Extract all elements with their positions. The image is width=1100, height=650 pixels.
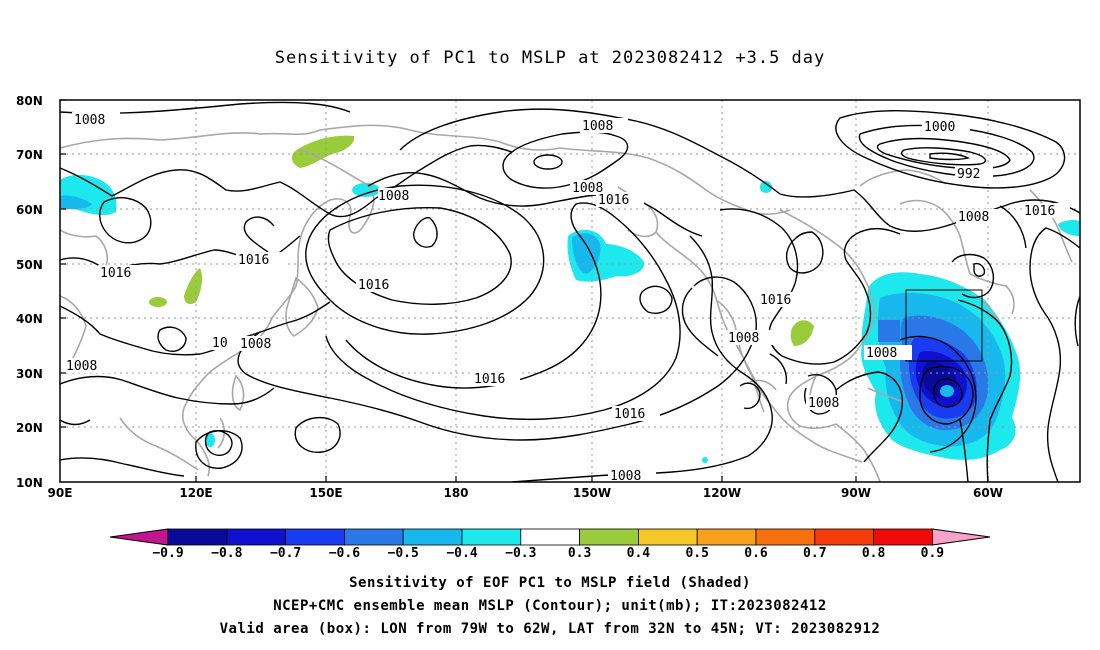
shade-green-mongolia — [149, 297, 167, 307]
colorbar-label: −0.6 — [329, 546, 360, 561]
shade-green-manchuria — [184, 268, 203, 304]
contour-label: 10 — [212, 336, 228, 351]
shade-tropic-mid — [702, 457, 708, 463]
contour-label: 1016 — [100, 266, 131, 281]
contour-label: 1016 — [358, 278, 389, 293]
colorbar-cell — [226, 528, 287, 546]
valid-area-box — [905, 289, 983, 362]
lat-label: 30N — [16, 367, 43, 381]
lon-label: 90E — [48, 486, 73, 500]
footer-line-3: Valid area (box): LON from 79W to 62W, L… — [219, 621, 881, 637]
contour-label: 1008 — [66, 359, 97, 374]
mslp-contours — [60, 101, 1080, 482]
lat-label: 40N — [16, 312, 43, 326]
shade-east-edge — [1058, 220, 1080, 236]
colorbar: −0.9 −0.8 −0.7 −0.6 −0.5 −0.4 −0.3 0.3 0.4 0.5 0.6… — [109, 528, 991, 561]
lon-label: 90W — [841, 486, 871, 500]
colorbar-cell — [167, 528, 228, 546]
contour-label: 1008 — [728, 331, 759, 346]
lat-label: 50N — [16, 258, 43, 272]
lat-label: 80N — [16, 94, 43, 108]
longitude-labels: 90E 120E 150E 180 150W 120W 90W 60W — [48, 486, 1003, 500]
lat-label: 10N — [16, 476, 43, 490]
colorbar-label: 0.6 — [744, 546, 768, 561]
colorbar-cell — [579, 528, 639, 546]
latitude-labels: 80N 70N 60N 50N 40N 30N 20N 10N — [16, 94, 43, 490]
lon-label: 180 — [443, 486, 468, 500]
shade-tropic-west — [205, 433, 215, 447]
shade-atlantic-hole — [940, 385, 954, 397]
axis-ticks — [60, 99, 989, 482]
lat-label: 70N — [16, 148, 43, 162]
colorbar-cell — [814, 528, 874, 546]
lon-label: 60W — [973, 486, 1003, 500]
contour-label: 1008 — [866, 346, 897, 361]
contour-label: 1016 — [238, 253, 269, 268]
colorbar-label: 0.8 — [862, 546, 886, 561]
lat-label: 20N — [16, 421, 43, 435]
contour-label: 1016 — [474, 372, 505, 387]
colorbar-cell — [696, 528, 757, 546]
footer-line-2: NCEP+CMC ensemble mean MSLP (Contour); u… — [273, 598, 827, 614]
colorbar-cell — [638, 528, 698, 546]
colorbar-label: −0.9 — [152, 546, 183, 561]
contour-labels: 1008 1008 1008 1008 1000 992 1008 1016 1… — [64, 112, 1070, 484]
lat-label: 60N — [16, 203, 43, 217]
contour-label: 1016 — [760, 293, 791, 308]
colorbar-label: −0.8 — [211, 546, 242, 561]
graticule — [60, 100, 1080, 482]
contour-label: 1016 — [614, 407, 645, 422]
colorbar-cell — [873, 528, 933, 546]
colorbar-label: −0.3 — [505, 546, 536, 561]
map-frame — [59, 99, 1081, 483]
colorbar-cell — [343, 528, 404, 546]
lon-label: 120E — [179, 486, 212, 500]
colorbar-cell — [755, 528, 816, 546]
shade-green-okhotsk — [292, 135, 355, 168]
colorbar-cell — [461, 528, 522, 546]
contour-label: 1016 — [598, 193, 629, 208]
colorbar-cell — [285, 528, 345, 546]
contour-label: 992 — [957, 167, 980, 182]
contour-label: 1008 — [240, 337, 271, 352]
lon-label: 150E — [309, 486, 342, 500]
contour-label: 1008 — [572, 181, 603, 196]
shade-box-strong — [878, 320, 900, 342]
colorbar-left-tip — [109, 528, 169, 546]
contour-label: 1008 — [610, 469, 641, 484]
colorbar-label: 0.3 — [568, 546, 591, 561]
colorbar-right-tip — [931, 528, 991, 546]
map-title: Sensitivity of PC1 to MSLP at 2023082412… — [274, 48, 826, 68]
contour-label: 1016 — [1024, 204, 1055, 219]
colorbar-label: −0.4 — [446, 546, 477, 561]
contour-label: 1008 — [958, 210, 989, 225]
shade-scandinavia-mid — [60, 195, 92, 210]
shade-pacific-blob-mid — [572, 233, 601, 274]
colorbar-cell — [520, 528, 580, 546]
contour-label: 1000 — [924, 120, 955, 135]
colorbar-label: 0.9 — [921, 546, 944, 561]
shade-green-usa — [790, 320, 814, 346]
lon-label: 120W — [703, 486, 741, 500]
colorbar-label: 0.7 — [803, 546, 826, 561]
colorbar-label: −0.5 — [388, 546, 419, 561]
shade-alaska — [760, 181, 772, 193]
lon-label: 150W — [573, 486, 611, 500]
coastlines — [60, 124, 1073, 482]
colorbar-label: 0.4 — [627, 546, 651, 561]
sensitivity-shading — [60, 135, 1080, 463]
colorbar-label: −0.7 — [270, 546, 301, 561]
colorbar-cell — [402, 528, 463, 546]
colorbar-label: 0.5 — [685, 546, 708, 561]
footer-line-1: Sensitivity of EOF PC1 to MSLP field (Sh… — [349, 575, 751, 591]
contour-label: 1008 — [582, 119, 613, 134]
contour-label: 1008 — [378, 189, 409, 204]
contour-label: 1008 — [74, 113, 105, 128]
contour-label: 1008 — [808, 396, 839, 411]
